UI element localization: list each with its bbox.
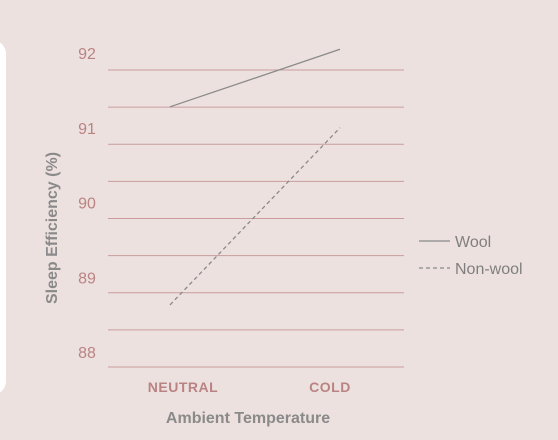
left-edge-panel [0,40,6,395]
x-tick-label: COLD [309,379,351,395]
series-line-non-wool [169,127,341,306]
y-tick-label: 91 [78,121,96,138]
gridlines [108,69,404,368]
y-tick-label: 89 [78,270,96,287]
series-lines [169,48,341,306]
y-tick-label: 90 [78,196,96,213]
x-axis-label: Ambient Temperature [166,410,330,427]
legend: Wool Non-wool [419,234,523,278]
x-tick-label: NEUTRAL [148,379,218,395]
series-line-wool [169,48,341,108]
y-axis-ticks: 88 89 90 91 92 [78,46,96,362]
y-tick-label: 92 [78,46,96,63]
legend-label: Wool [455,234,491,251]
legend-label: Non-wool [455,261,523,278]
y-axis-label: Sleep Efficiency (%) [44,152,61,304]
y-tick-label: 88 [78,345,96,362]
x-axis-ticks: NEUTRAL COLD [148,379,351,395]
